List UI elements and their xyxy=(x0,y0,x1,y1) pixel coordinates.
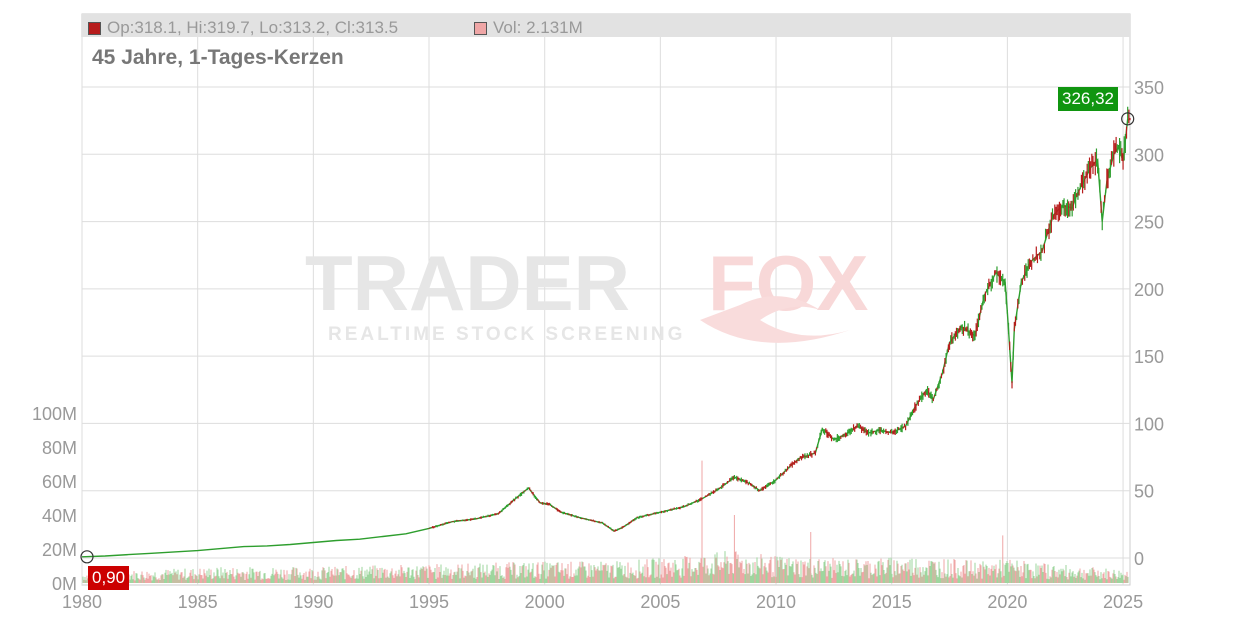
grid-lines xyxy=(81,13,1131,586)
price-series xyxy=(81,106,1131,558)
volume-tick-label: 40M xyxy=(42,506,77,526)
ohlc-legend-bar: Op:318.1, Hi:319.7, Lo:313.2, Cl:313.5 V… xyxy=(82,14,1130,37)
last-price-marker-icon xyxy=(1121,112,1135,126)
volume-tick-label: 100M xyxy=(32,404,77,424)
x-tick-label: 2005 xyxy=(640,592,680,612)
price-tick-label: 300 xyxy=(1134,145,1164,165)
chart-subtitle: 45 Jahre, 1-Tages-Kerzen xyxy=(92,46,344,69)
ohlc-legend: Op:318.1, Hi:319.7, Lo:313.2, Cl:313.5 xyxy=(88,18,398,38)
x-tick-label: 1985 xyxy=(178,592,218,612)
x-tick-label: 2025 xyxy=(1103,592,1143,612)
price-tick-label: 0 xyxy=(1134,549,1144,569)
volume-tick-label: 80M xyxy=(42,438,77,458)
volume-tick-label: 60M xyxy=(42,472,77,492)
watermark-tagline: REALTIME STOCK SCREENING xyxy=(328,324,685,345)
x-tick-label: 2010 xyxy=(756,592,796,612)
x-tick-label: 2000 xyxy=(525,592,565,612)
x-tick-label: 1995 xyxy=(409,592,449,612)
x-tick-label: 1990 xyxy=(293,592,333,612)
volume-tick-label: 20M xyxy=(42,540,77,560)
price-markers xyxy=(80,112,1135,564)
x-tick-label: 2020 xyxy=(987,592,1027,612)
volume-bars xyxy=(82,460,1129,583)
price-tick-label: 150 xyxy=(1134,347,1164,367)
volume-text: Vol: 2.131M xyxy=(493,18,583,37)
traderfox-watermark: TRADER FOX REALTIME STOCK SCREENING xyxy=(305,239,868,345)
first-price-tag: 0,90 xyxy=(88,566,130,590)
last-price-tag: 326,32 xyxy=(1058,87,1118,111)
x-tick-label: 1980 xyxy=(62,592,102,612)
first-price-marker-icon xyxy=(80,550,94,564)
volume-swatch-icon xyxy=(474,21,487,35)
watermark-brand-left: TRADER xyxy=(305,239,630,327)
axes: 1980 1985 1990 1995 2000 2005 2010 2015 2020 2025… xyxy=(32,78,1164,612)
price-tick-label: 350 xyxy=(1134,78,1164,98)
volume-legend: Vol: 2.131M xyxy=(474,18,583,38)
x-tick-label: 2015 xyxy=(872,592,912,612)
price-tick-label: 200 xyxy=(1134,280,1164,300)
price-tick-label: 50 xyxy=(1134,482,1154,502)
ohlc-text: Op:318.1, Hi:319.7, Lo:313.2, Cl:313.5 xyxy=(107,18,399,37)
price-tick-label: 100 xyxy=(1134,414,1164,434)
price-tick-label: 250 xyxy=(1134,213,1164,233)
fox-logo-icon xyxy=(700,296,850,343)
volume-tick-label: 0M xyxy=(52,574,77,594)
candle-swatch-icon xyxy=(88,21,101,35)
